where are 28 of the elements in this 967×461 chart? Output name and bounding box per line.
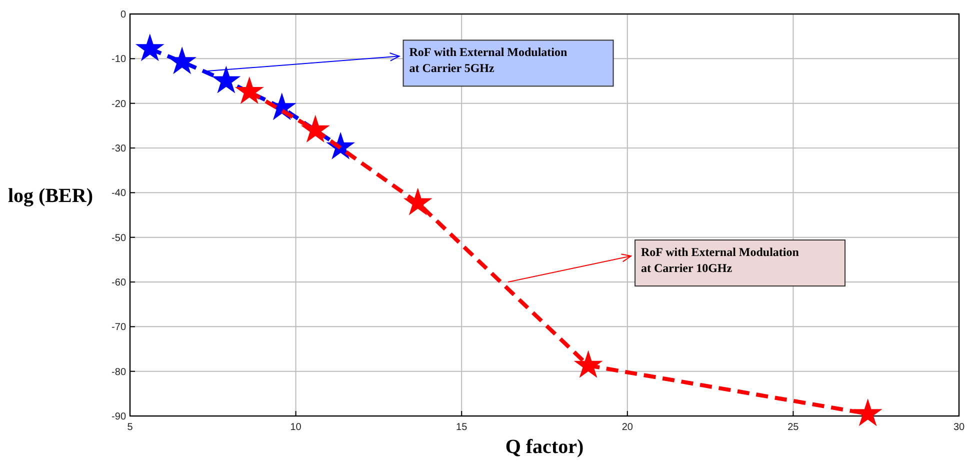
point [300, 114, 330, 142]
point [135, 34, 164, 62]
x-tick-label: 30 [953, 422, 965, 433]
annotation: RoF with External Modulation at Carrier 10GHz [641, 245, 800, 275]
point [403, 188, 432, 216]
point [574, 350, 603, 378]
y-tick-label: 0 [120, 10, 126, 20]
y-tick-label: -10 [112, 54, 126, 66]
x-tick-label: 15 [456, 422, 468, 433]
x-tick-label: 25 [788, 422, 800, 433]
x-tick-label: 5 [127, 422, 134, 433]
y-tick-label: -30 [112, 144, 126, 154]
y-tick-label: -50 [112, 232, 126, 244]
y-tick-label: -20 [112, 98, 126, 110]
y-tick-label: -60 [112, 278, 126, 288]
y-tick-label: -70 [112, 322, 126, 334]
point [853, 398, 882, 426]
point [212, 66, 241, 94]
point [168, 46, 197, 74]
y-tick-label: -40 [112, 188, 126, 200]
x-tick-label: 10 [290, 422, 302, 433]
y-axis-title: log (BER) [8, 184, 93, 207]
y-tick-label: -80 [112, 366, 126, 378]
y-tick-label: -90 [112, 412, 126, 422]
x-axis-title: Q factor) [505, 436, 584, 458]
annotation: RoF with External Modulation at Carrier 5GHz [409, 45, 568, 76]
point [234, 76, 264, 104]
x-tick-label: 20 [622, 422, 634, 433]
